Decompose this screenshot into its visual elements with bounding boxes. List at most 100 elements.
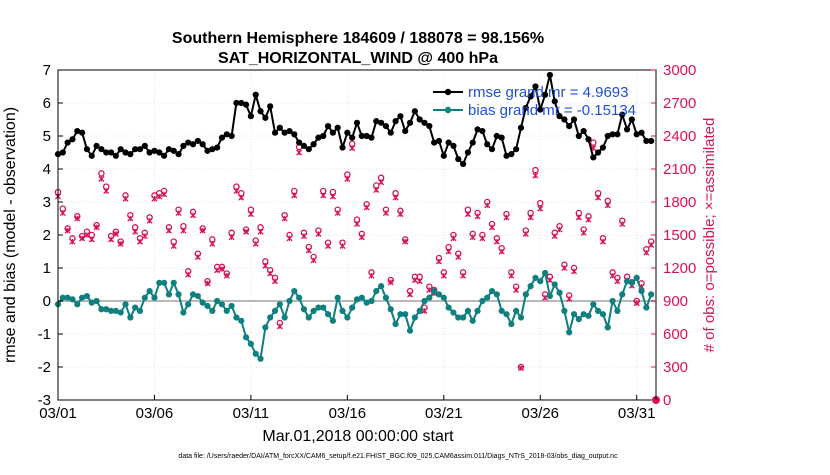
assimilated-count-marker bbox=[344, 175, 351, 182]
bias-point bbox=[334, 294, 341, 301]
rmse-point bbox=[459, 160, 467, 168]
rmse-point bbox=[122, 149, 129, 156]
bias-point bbox=[165, 291, 173, 298]
rmse-point bbox=[132, 146, 139, 153]
bias-point bbox=[402, 311, 409, 318]
assimilated-count-marker bbox=[209, 240, 216, 247]
assimilated-count-marker bbox=[136, 238, 144, 245]
bias-point bbox=[160, 279, 168, 286]
rmse-point bbox=[247, 113, 255, 120]
rmse-point bbox=[411, 108, 418, 115]
y-right-tick-label: 1800 bbox=[663, 194, 696, 211]
bias-point bbox=[132, 304, 139, 311]
assimilated-count-marker bbox=[561, 264, 568, 272]
rmse-point bbox=[455, 156, 462, 163]
bias-point bbox=[527, 283, 534, 290]
assimilated-count-marker bbox=[69, 238, 76, 245]
rmse-point bbox=[392, 118, 399, 125]
bias-point bbox=[98, 306, 105, 313]
bias-point bbox=[498, 307, 505, 314]
assimilated-count-marker bbox=[397, 211, 404, 218]
assimilated-count-marker bbox=[339, 242, 346, 250]
rmse-point bbox=[310, 141, 317, 148]
assimilated-count-marker bbox=[488, 224, 496, 231]
rmse-point bbox=[570, 116, 578, 123]
rmse-point bbox=[397, 113, 404, 120]
bias-point bbox=[440, 294, 447, 301]
assimilated-count-marker bbox=[300, 233, 308, 240]
assimilated-count-marker bbox=[474, 213, 481, 220]
rmse-point bbox=[83, 146, 91, 153]
assimilated-count-marker bbox=[204, 280, 211, 287]
rmse-point bbox=[242, 101, 250, 108]
assimilated-count-marker bbox=[117, 240, 124, 247]
assimilated-count-marker bbox=[271, 278, 279, 285]
assimilated-count-marker bbox=[59, 209, 66, 217]
rmse-point bbox=[546, 71, 554, 79]
x-tick-label: 03/11 bbox=[233, 405, 269, 422]
y-tick-label: -1 bbox=[38, 326, 51, 343]
assimilated-count-marker bbox=[291, 192, 298, 199]
bias-point bbox=[349, 304, 356, 311]
y-tick-label: -3 bbox=[38, 392, 51, 409]
assimilated-count-marker bbox=[358, 234, 365, 241]
legend: rmse grand mr = 4.9693 bias grand mr = -… bbox=[433, 84, 636, 119]
bias-point bbox=[556, 289, 563, 296]
bias-point bbox=[286, 297, 293, 305]
bias-point bbox=[69, 296, 76, 303]
rmse-point bbox=[107, 149, 115, 156]
rmse-point bbox=[585, 136, 592, 143]
axis-ticks: -3 -2 -1 0 1 2 3 4 5 6 7 0 300 600 900 1200 1500 1800 2100… bbox=[38, 62, 697, 422]
bias-point bbox=[296, 294, 303, 301]
bias-point bbox=[469, 317, 476, 324]
assimilated-count-marker bbox=[426, 286, 433, 294]
assimilated-count-marker bbox=[175, 209, 182, 217]
legend-bias-label: bias grand mr = -0.15134 bbox=[468, 102, 636, 119]
assimilated-count-marker bbox=[575, 214, 582, 221]
rmse-point bbox=[305, 146, 312, 153]
rmse-point bbox=[373, 118, 380, 125]
bias-point bbox=[64, 294, 71, 301]
assimilated-count-marker bbox=[484, 202, 491, 209]
rmse-point bbox=[609, 131, 616, 138]
assimilated-count-marker bbox=[402, 238, 409, 245]
bias-point bbox=[329, 317, 336, 324]
bias-point bbox=[464, 307, 472, 314]
rmse-point bbox=[541, 91, 549, 98]
rmse-point bbox=[214, 144, 221, 151]
y-tick-label: 4 bbox=[43, 161, 51, 178]
rmse-point bbox=[156, 149, 163, 156]
bias-point bbox=[242, 334, 250, 341]
rmse-point bbox=[527, 93, 534, 100]
bias-point bbox=[474, 307, 481, 314]
assimilated-count-marker bbox=[88, 236, 95, 243]
rmse-point bbox=[339, 144, 346, 151]
data-file-footer: data file: /Users/raeder/DAI/ATM_forcXX/… bbox=[178, 453, 618, 460]
assimilated-count-marker bbox=[349, 145, 356, 152]
rmse-point bbox=[493, 132, 500, 140]
bias-point bbox=[623, 278, 631, 285]
rmse-point bbox=[580, 127, 587, 135]
x-tick-label: 03/06 bbox=[136, 405, 174, 422]
rmse-point bbox=[281, 129, 288, 136]
assimilated-count-marker bbox=[315, 230, 322, 237]
rmse-point bbox=[223, 131, 230, 138]
rmse-point bbox=[378, 119, 385, 126]
rmse-point bbox=[175, 151, 182, 158]
bias-point bbox=[339, 307, 346, 314]
rmse-point bbox=[238, 99, 245, 107]
rmse-point bbox=[349, 134, 356, 141]
rmse-point bbox=[267, 103, 274, 110]
rmse-point bbox=[406, 119, 414, 126]
bias-point bbox=[503, 311, 510, 318]
assimilated-count-marker bbox=[199, 227, 206, 234]
assimilated-count-marker bbox=[127, 215, 134, 222]
assimilated-count-marker bbox=[353, 220, 361, 228]
bias-point bbox=[276, 301, 283, 308]
bias-point bbox=[199, 299, 206, 306]
bias-point bbox=[185, 301, 192, 308]
rmse-point bbox=[479, 127, 486, 135]
bias-point bbox=[257, 355, 264, 362]
rmse-point bbox=[566, 123, 573, 130]
rmse-point bbox=[93, 142, 100, 149]
